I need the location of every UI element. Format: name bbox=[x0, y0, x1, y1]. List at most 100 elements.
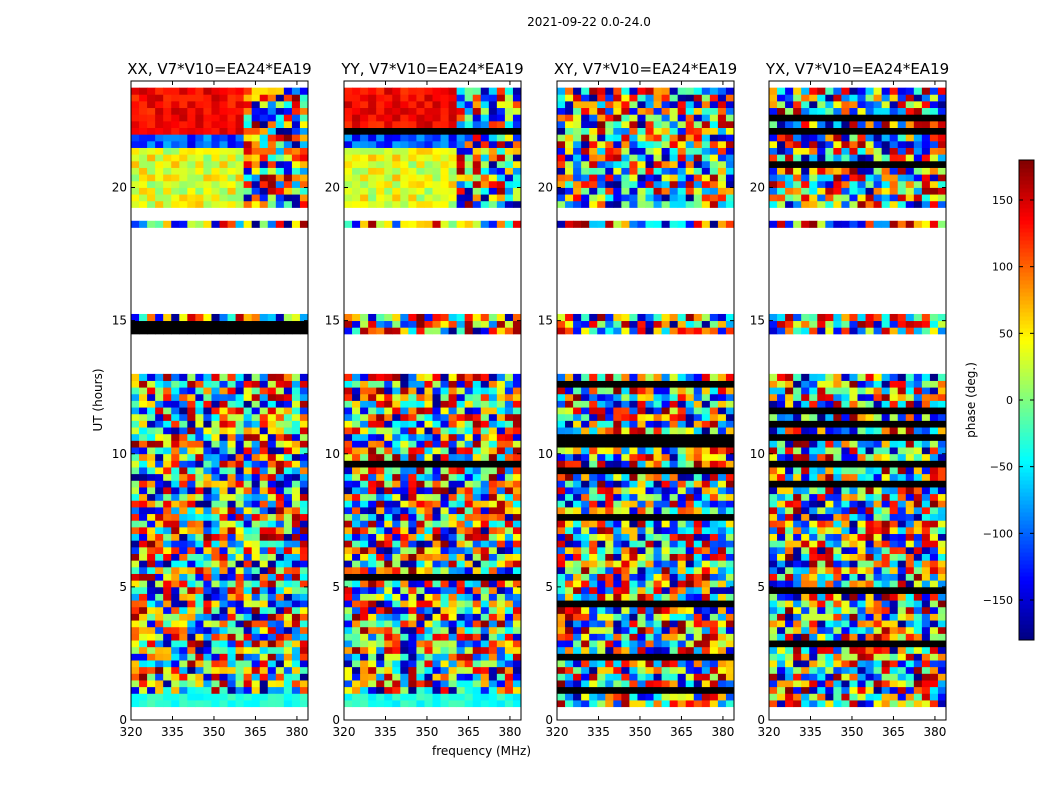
heatmap-cell bbox=[219, 660, 228, 668]
heatmap-cell bbox=[709, 653, 719, 661]
heatmap-cell bbox=[384, 327, 393, 335]
heatmap-cell bbox=[368, 147, 377, 155]
heatmap-cell bbox=[139, 566, 148, 574]
heatmap-cell bbox=[613, 413, 622, 421]
heatmap-cell bbox=[424, 566, 433, 574]
heatmap-cell bbox=[283, 620, 293, 628]
heatmap-cell bbox=[139, 400, 148, 408]
heatmap-cell bbox=[275, 107, 285, 115]
heatmap-cell bbox=[219, 167, 228, 175]
heatmap-cell bbox=[344, 387, 353, 395]
heatmap-cell bbox=[565, 580, 574, 588]
heatmap-cell bbox=[376, 107, 385, 115]
heatmap-cell bbox=[504, 100, 514, 109]
heatmap-cell bbox=[504, 640, 514, 648]
heatmap-cell bbox=[139, 606, 148, 614]
heatmap-cell bbox=[825, 673, 834, 681]
heatmap-cell bbox=[512, 107, 522, 115]
heatmap-cell bbox=[573, 606, 582, 614]
heatmap-cell bbox=[677, 653, 687, 661]
heatmap-cell bbox=[605, 493, 614, 501]
heatmap-cell bbox=[440, 387, 449, 395]
heatmap-cell bbox=[344, 546, 353, 554]
heatmap-cell bbox=[589, 187, 598, 195]
heatmap-cell bbox=[480, 413, 490, 421]
heatmap-cell bbox=[480, 593, 490, 601]
heatmap-cell bbox=[573, 640, 582, 648]
heatmap-cell bbox=[360, 693, 369, 701]
heatmap-cell bbox=[825, 686, 834, 694]
heatmap-cell bbox=[669, 327, 679, 335]
heatmap-cell bbox=[392, 400, 401, 408]
heatmap-cell bbox=[937, 673, 947, 681]
heatmap-cell bbox=[817, 660, 826, 668]
heatmap-cell bbox=[653, 646, 662, 654]
heatmap-cell bbox=[456, 573, 466, 581]
heatmap-cell bbox=[344, 380, 353, 388]
heatmap-cell bbox=[512, 493, 522, 501]
heatmap-cell bbox=[725, 200, 735, 208]
heatmap-cell bbox=[581, 460, 590, 468]
heatmap-cell bbox=[589, 500, 598, 508]
heatmap-cell bbox=[653, 440, 662, 448]
heatmap-cell bbox=[352, 646, 361, 654]
heatmap-cell bbox=[496, 573, 506, 581]
heatmap-cell bbox=[581, 420, 590, 428]
heatmap-cell bbox=[496, 87, 506, 95]
heatmap-cell bbox=[613, 433, 622, 441]
heatmap-cell bbox=[360, 407, 369, 415]
heatmap-cell bbox=[464, 407, 474, 415]
heatmap-cell bbox=[480, 653, 490, 661]
heatmap-cell bbox=[557, 560, 566, 568]
x-tick-label: 350 bbox=[203, 725, 226, 739]
heatmap-cell bbox=[629, 393, 638, 401]
heatmap-cell bbox=[203, 673, 212, 681]
heatmap-cell bbox=[283, 520, 293, 528]
heatmap-cell bbox=[621, 120, 630, 128]
heatmap-cell bbox=[464, 313, 474, 322]
heatmap-cell bbox=[701, 633, 711, 641]
heatmap-cell bbox=[219, 533, 228, 541]
heatmap-cell bbox=[440, 693, 449, 701]
heatmap-cell bbox=[139, 460, 148, 468]
heatmap-cell bbox=[163, 447, 172, 455]
heatmap-cell bbox=[472, 673, 482, 681]
heatmap-cell bbox=[677, 194, 687, 202]
heatmap-cell bbox=[693, 613, 703, 621]
heatmap-cell bbox=[251, 566, 261, 574]
heatmap-cell bbox=[685, 200, 695, 208]
heatmap-cell bbox=[504, 526, 514, 535]
heatmap-cell bbox=[203, 194, 212, 202]
heatmap-cell bbox=[645, 526, 654, 535]
heatmap-cell bbox=[211, 427, 220, 435]
heatmap-cell bbox=[131, 440, 140, 448]
heatmap-cell bbox=[512, 487, 522, 495]
heatmap-cell bbox=[597, 220, 606, 228]
heatmap-cell bbox=[557, 606, 566, 614]
heatmap-cell bbox=[581, 640, 590, 648]
heatmap-cell bbox=[299, 646, 309, 654]
heatmap-cell bbox=[352, 220, 361, 228]
heatmap-cell bbox=[504, 560, 514, 568]
x-tick-label: 350 bbox=[629, 725, 652, 739]
heatmap-cell bbox=[653, 660, 662, 668]
heatmap-cell bbox=[725, 174, 735, 182]
heatmap-cell bbox=[581, 220, 590, 228]
heatmap-cell bbox=[432, 533, 441, 541]
heatmap-cell bbox=[709, 580, 719, 588]
heatmap-cell bbox=[235, 513, 245, 521]
heatmap-cell bbox=[259, 573, 269, 581]
heatmap-cell bbox=[496, 633, 506, 641]
heatmap-cell bbox=[251, 140, 261, 148]
heatmap-cell bbox=[557, 140, 566, 148]
heatmap-cell bbox=[557, 313, 566, 322]
heatmap-cell bbox=[235, 553, 245, 561]
heatmap-cell bbox=[573, 313, 582, 322]
heatmap-cell bbox=[693, 187, 703, 195]
heatmap-cell bbox=[597, 94, 606, 102]
heatmap-cell bbox=[496, 100, 506, 109]
heatmap-cell bbox=[139, 453, 148, 461]
heatmap-cell bbox=[131, 600, 140, 608]
heatmap-cell bbox=[613, 154, 622, 162]
